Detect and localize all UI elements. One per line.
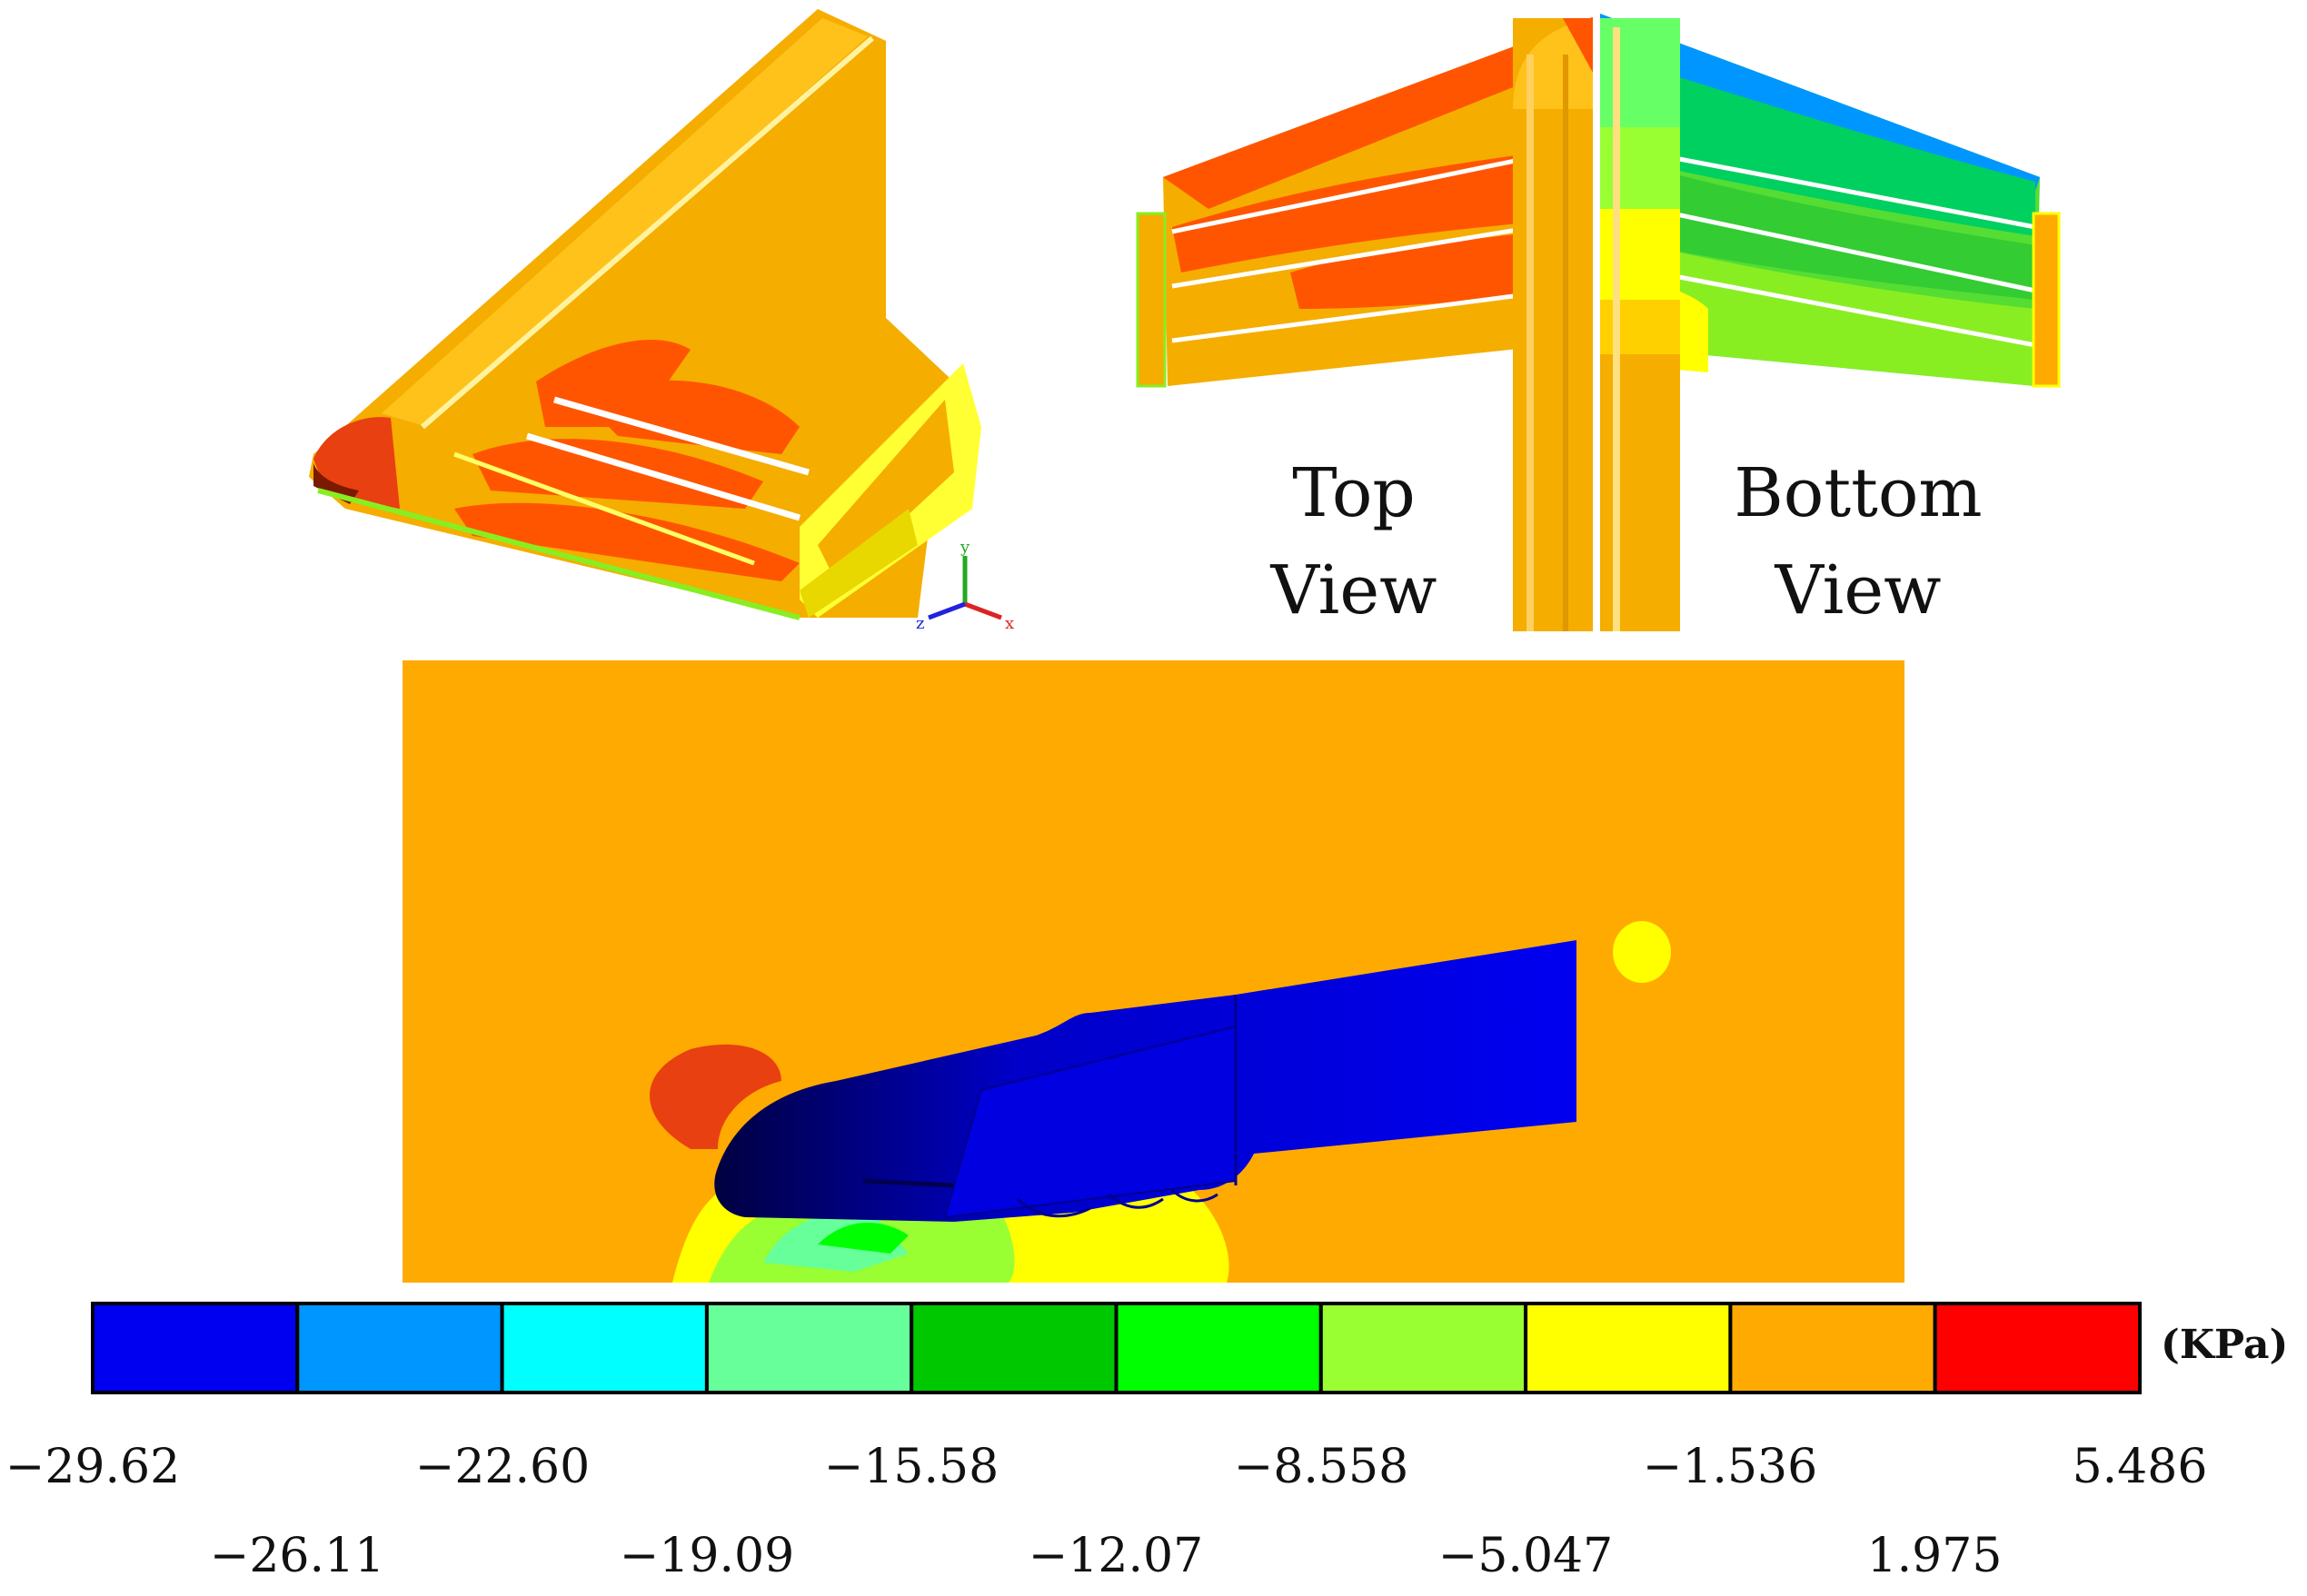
colorbar-cell	[1114, 1302, 1323, 1394]
colorbar	[91, 1302, 2142, 1394]
wing-bottom-view	[1600, 14, 2061, 631]
colorbar-cell	[1933, 1302, 2142, 1394]
colorbar-tick-label: −22.60	[414, 1440, 591, 1494]
pressure-contour-slice	[403, 660, 1904, 1283]
colorbar-tick-label: −15.58	[823, 1440, 999, 1494]
colorbar-tick-label: −8.558	[1233, 1440, 1409, 1494]
colorbar-cell	[500, 1302, 709, 1394]
colorbar-tick-label: −26.11	[209, 1529, 385, 1583]
colorbar-cell	[1728, 1302, 1937, 1394]
axis-z-label: z	[916, 614, 924, 633]
axis-triad: y x z	[916, 538, 1014, 633]
axis-y-label: y	[960, 538, 970, 557]
colorbar-cell	[910, 1302, 1119, 1394]
colorbar-cell	[295, 1302, 504, 1394]
colorbar-cell	[1524, 1302, 1733, 1394]
colorbar-tick-label: −1.536	[1642, 1440, 1818, 1494]
colorbar-cell	[1318, 1302, 1528, 1394]
colorbar-cell	[704, 1302, 914, 1394]
colorbar-tick-label: −12.07	[1028, 1529, 1204, 1583]
view-divider	[1593, 9, 1600, 636]
colorbar-cell	[91, 1302, 300, 1394]
colorbar-tick-label: 5.486	[2072, 1440, 2208, 1494]
top-view-label: Top View	[1270, 454, 1437, 630]
colorbar-unit-label: (KPa)	[2161, 1322, 2289, 1368]
colorbar-tick-label: −5.047	[1437, 1529, 1614, 1583]
bottom-view-label: Bottom View	[1734, 454, 1983, 630]
colorbar-tick-label: −29.62	[5, 1440, 181, 1494]
wing-top-view	[1136, 16, 1595, 631]
axis-x-label: x	[1005, 614, 1014, 633]
colorbar-tick-label: −19.09	[619, 1529, 795, 1583]
colorbar-tick-label: 1.975	[1866, 1529, 2003, 1583]
wing-isometric-view	[309, 9, 981, 620]
